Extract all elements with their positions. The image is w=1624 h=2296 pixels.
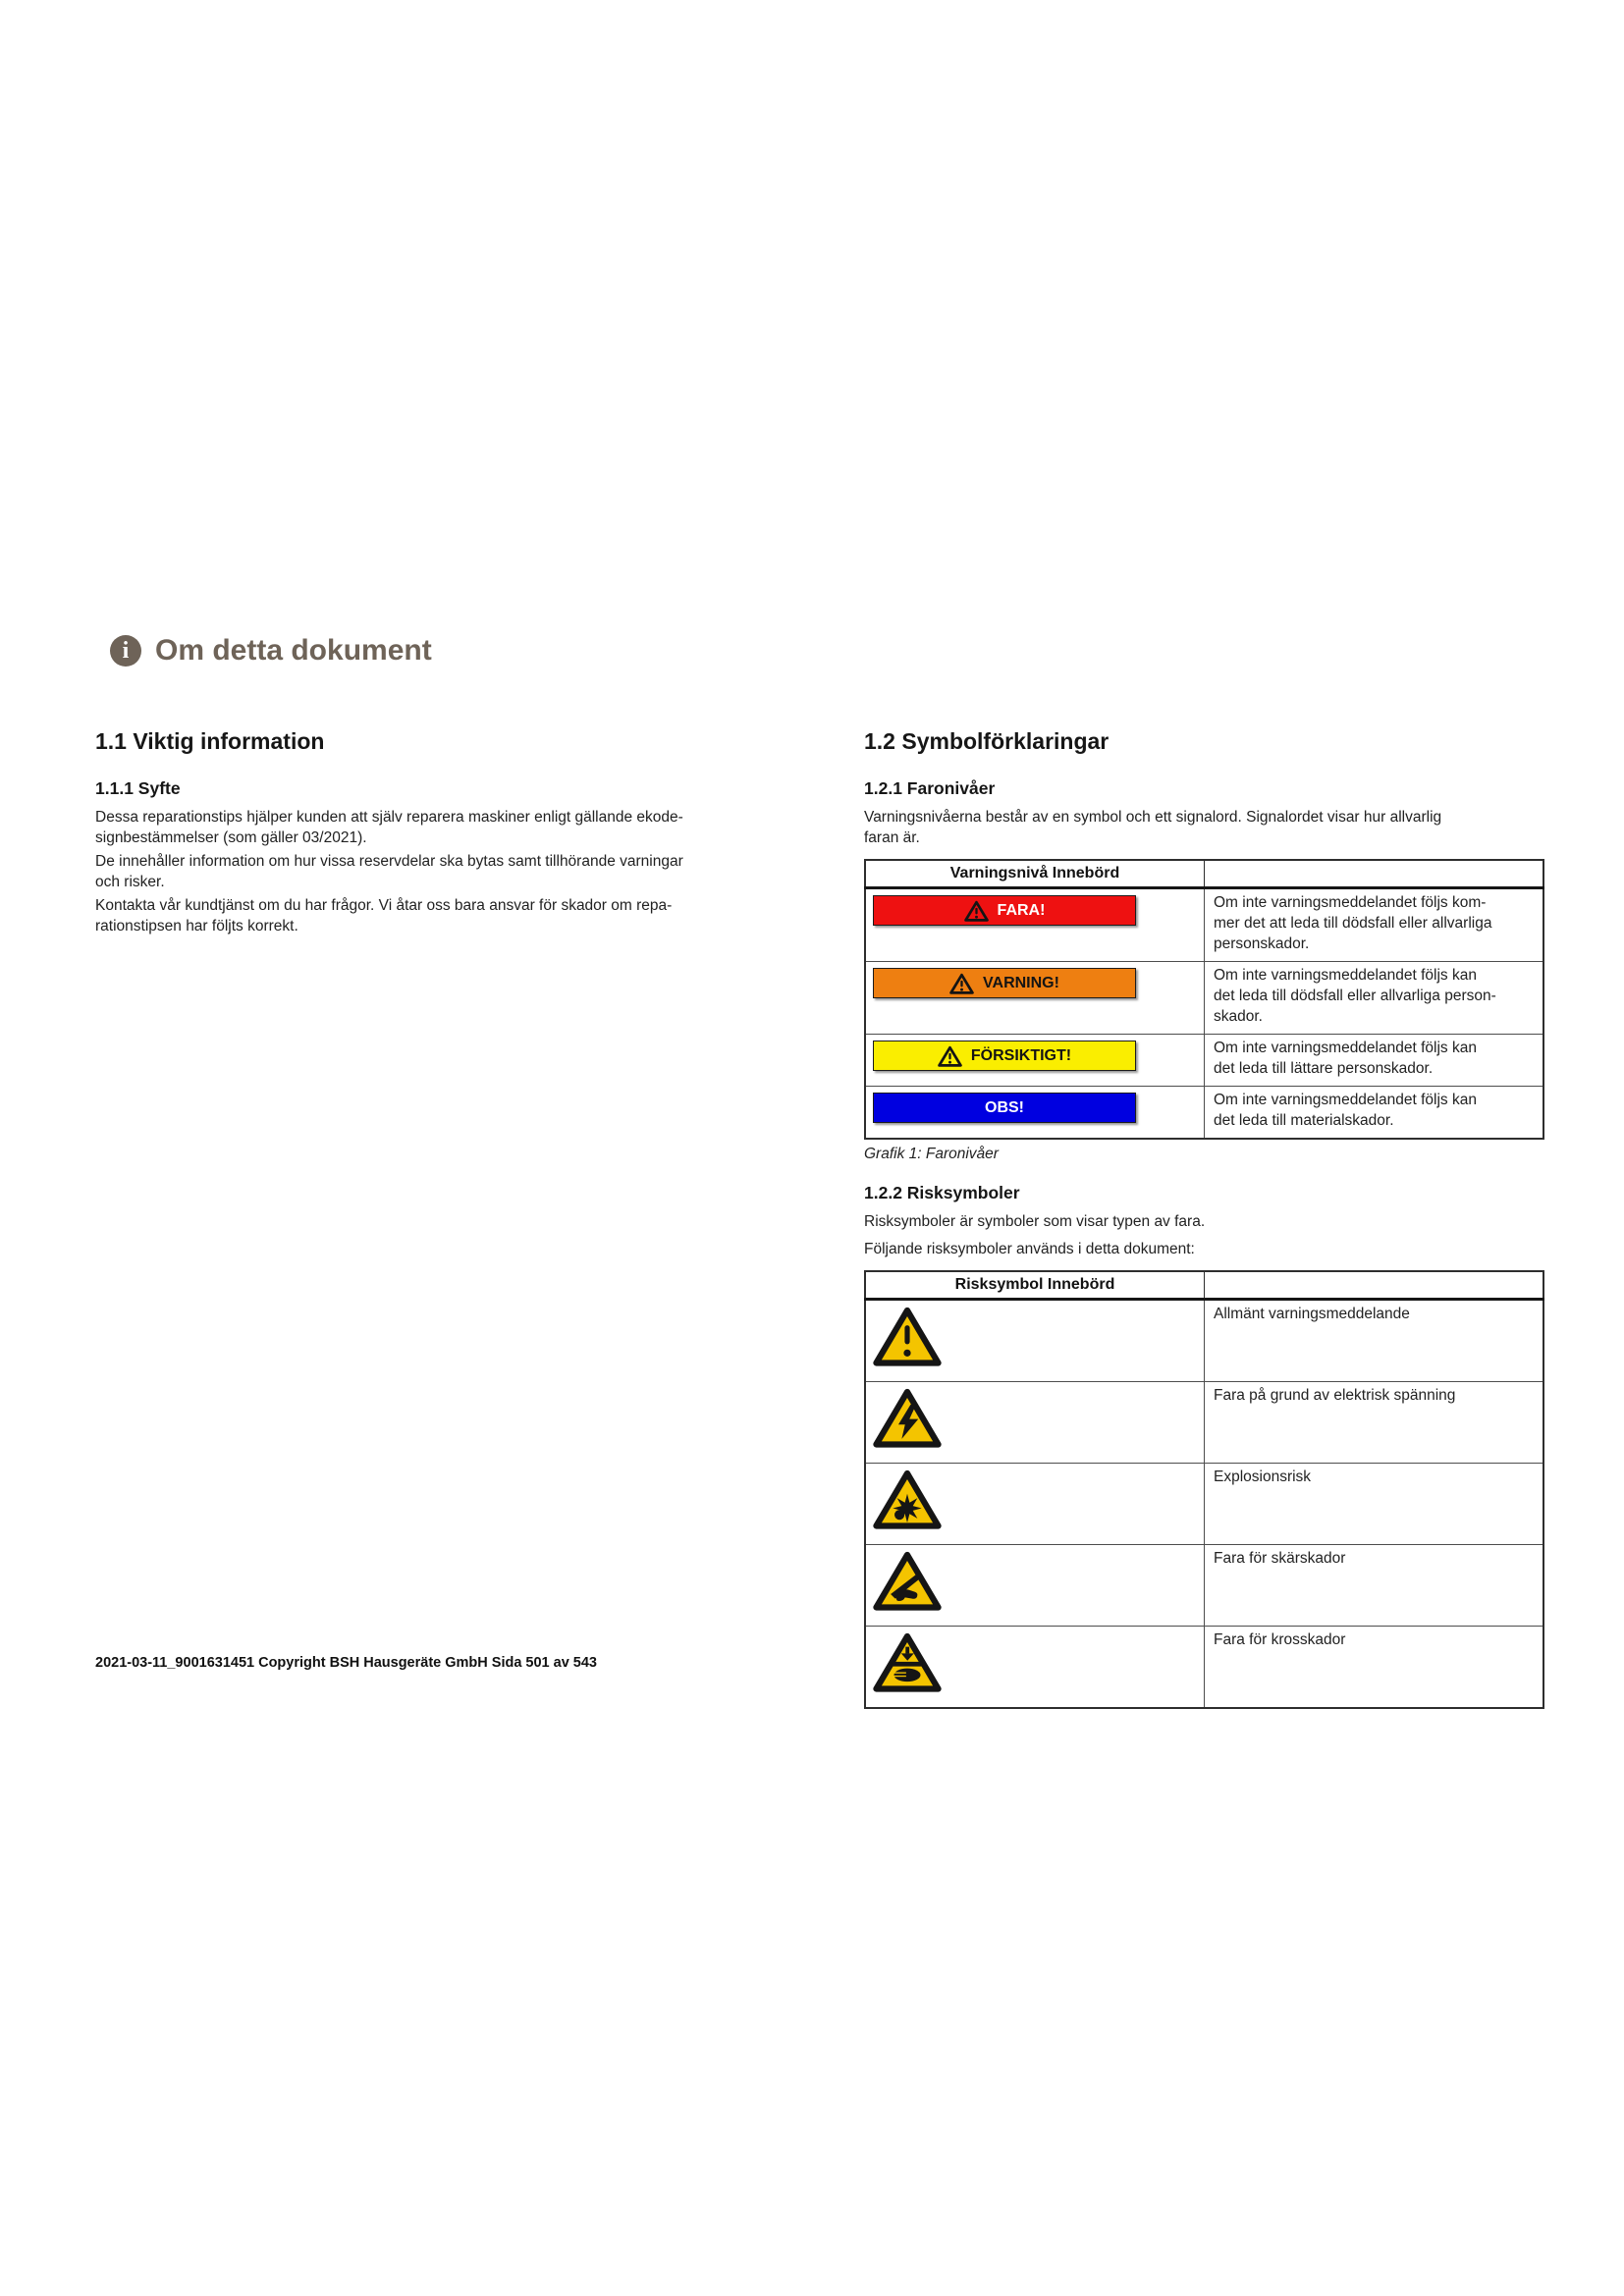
table-row-crush-warning: Fara för krosskador: [864, 1626, 1544, 1709]
varning-badge-cell: VARNING!: [864, 961, 1205, 1035]
page-footer: 2021-03-11_9001631451 Copyright BSH Haus…: [95, 1655, 597, 1671]
crush-warning-meaning: Fara för krosskador: [1204, 1626, 1544, 1709]
table-header-varningsniva: Varningsnivå Innebörd: [864, 859, 1205, 889]
table-row-general-warning: Allmänt varningsmeddelande: [864, 1299, 1544, 1382]
table-row-forsiktigt: FÖRSIKTIGT! Om inte varningsmeddelandet …: [864, 1034, 1544, 1087]
obs-badge-label: OBS!: [985, 1098, 1024, 1116]
cut-warning-meaning: Fara för skärskador: [1204, 1544, 1544, 1627]
info-icon: i: [110, 635, 141, 667]
obs-badge: OBS!: [873, 1093, 1136, 1123]
fara-badge: FARA!: [873, 895, 1136, 926]
table-row-cut-warning: Fara för skärskador: [864, 1544, 1544, 1627]
forsiktigt-badge-label: FÖRSIKTIGT!: [970, 1046, 1072, 1064]
varning-badge-label: VARNING!: [983, 974, 1059, 991]
obs-badge-cell: OBS!: [864, 1086, 1205, 1140]
table-row-obs: OBS! Om inte varningsmeddelandet följs k…: [864, 1086, 1544, 1140]
table-row-electric-warning: Fara på grund av elektrisk spänning: [864, 1381, 1544, 1464]
fara-badge-label: FARA!: [997, 901, 1046, 919]
paragraph-risk-2: Följande risksymboler används i detta do…: [864, 1240, 1195, 1257]
varning-badge: VARNING!: [873, 968, 1136, 998]
warning-cut-icon: [873, 1551, 942, 1611]
section-heading-viktig-information: 1.1 Viktig information: [95, 728, 325, 754]
paragraph-faronivaer-intro: Varningsnivåerna består av en symbol och…: [864, 809, 1442, 846]
electric-warning-icon-cell: [864, 1381, 1205, 1464]
subsection-heading-risksymboler: 1.2.2 Risksymboler: [864, 1183, 1020, 1202]
paragraph-syfte-1: Dessa reparationstips hjälper kunden att…: [95, 809, 683, 846]
paragraph-syfte-3: Kontakta vår kundtjänst om du har frågor…: [95, 897, 673, 934]
table-row-varning: VARNING! Om inte varningsmeddelandet föl…: [864, 961, 1544, 1035]
electric-warning-meaning: Fara på grund av elektrisk spänning: [1204, 1381, 1544, 1464]
table-header-row: Risksymbol Innebörd: [864, 1270, 1544, 1301]
fara-badge-cell: FARA!: [864, 887, 1205, 962]
warning-triangle-icon: [963, 900, 989, 922]
cut-warning-icon-cell: [864, 1544, 1205, 1627]
forsiktigt-badge-cell: FÖRSIKTIGT!: [864, 1034, 1205, 1087]
fara-meaning: Om inte varningsmeddelandet följs kom- m…: [1204, 887, 1544, 962]
varning-meaning: Om inte varningsmeddelandet följs kan de…: [1204, 961, 1544, 1035]
subsection-heading-faronivaer: 1.2.1 Faronivåer: [864, 778, 996, 798]
warning-general-icon: [873, 1307, 942, 1366]
obs-meaning: Om inte varningsmeddelandet följs kan de…: [1204, 1086, 1544, 1140]
general-warning-icon-cell: [864, 1299, 1205, 1382]
warning-crush-icon: [873, 1632, 942, 1692]
left-column: 1.1 Viktig information 1.1.1 Syfte Dessa…: [95, 728, 778, 940]
warning-levels-table: Varningsnivå Innebörd FARA!: [864, 859, 1544, 1140]
chapter-title: i Om detta dokument: [110, 634, 432, 667]
paragraph-risk-1: Risksymboler är symboler som visar typen…: [864, 1213, 1206, 1230]
table-header-empty: [1204, 1270, 1544, 1301]
general-warning-meaning: Allmänt varningsmeddelande: [1204, 1299, 1544, 1382]
figure-caption: Grafik 1: Faronivåer: [864, 1146, 999, 1162]
table-header-risksymbol: Risksymbol Innebörd: [864, 1270, 1205, 1301]
right-column: 1.2 Symbolförklaringar 1.2.1 Faronivåer …: [864, 728, 1544, 1709]
table-row-fara: FARA! Om inte varningsmeddelandet följs …: [864, 887, 1544, 962]
warning-triangle-icon: [949, 973, 974, 994]
paragraph-syfte-2: De innehåller information om hur vissa r…: [95, 853, 683, 890]
explosion-warning-meaning: Explosionsrisk: [1204, 1463, 1544, 1545]
explosion-warning-icon-cell: [864, 1463, 1205, 1545]
table-header-empty: [1204, 859, 1544, 889]
forsiktigt-meaning: Om inte varningsmeddelandet följs kan de…: [1204, 1034, 1544, 1087]
warning-explosion-icon: [873, 1469, 942, 1529]
table-row-explosion-warning: Explosionsrisk: [864, 1463, 1544, 1545]
table-header-row: Varningsnivå Innebörd: [864, 859, 1544, 889]
forsiktigt-badge: FÖRSIKTIGT!: [873, 1041, 1136, 1071]
subsection-heading-syfte: 1.1.1 Syfte: [95, 778, 181, 798]
risk-symbols-table: Risksymbol Innebörd Allmänt varningsmedd…: [864, 1270, 1544, 1709]
crush-warning-icon-cell: [864, 1626, 1205, 1709]
warning-electric-icon: [873, 1388, 942, 1448]
page-title: Om detta dokument: [155, 634, 432, 667]
section-heading-symbolforklaringar: 1.2 Symbolförklaringar: [864, 728, 1110, 754]
warning-triangle-icon: [938, 1045, 962, 1067]
